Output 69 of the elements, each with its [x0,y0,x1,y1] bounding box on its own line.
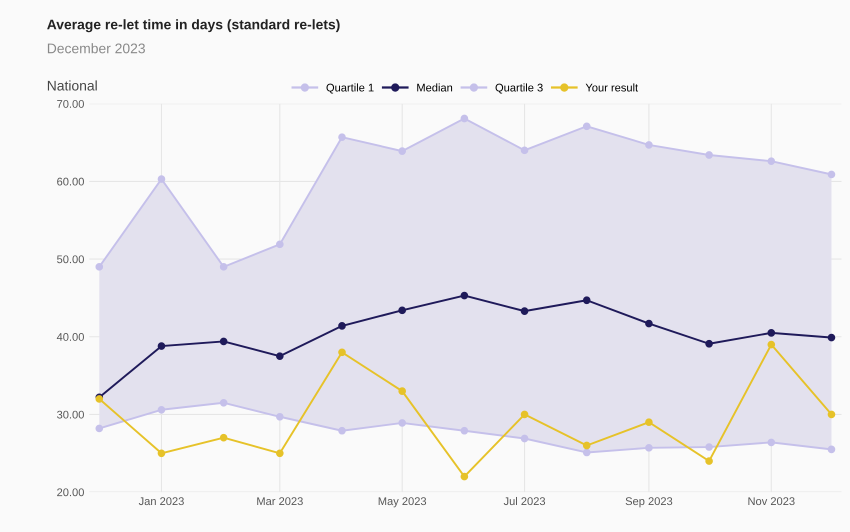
point [460,426,468,435]
x-tick-label: Nov 2023 [748,497,795,506]
point [767,340,776,348]
point [398,387,406,395]
point [158,175,166,183]
chart-title: Average re-let time in days (standard re-lets) [47,19,340,32]
legend-label: Quartile 1 [326,83,374,94]
point [338,133,346,141]
y-tick-label: 40.00 [56,333,84,341]
y-tick-label: 20.00 [57,488,84,496]
point [645,418,653,426]
legend-label: Your result [586,83,638,92]
point [582,122,591,130]
point [645,444,653,452]
point [338,426,346,435]
point [582,296,591,304]
point [705,151,713,159]
point [705,457,713,465]
point [220,434,228,442]
point [158,342,166,350]
point [828,410,836,418]
point [276,240,284,248]
text: National [48,80,97,91]
point [767,438,776,446]
legend-label: Median [417,83,452,92]
point [520,410,528,418]
point [220,338,228,346]
point [520,307,528,315]
point [767,157,776,166]
point [460,292,468,300]
point [95,424,104,432]
point [460,114,468,122]
y-tick-label: 30.00 [57,410,84,419]
point [645,141,653,149]
point [220,263,228,271]
point [645,320,653,328]
point [828,446,836,454]
x-tick-label: May 2023 [378,497,426,508]
point [705,443,713,451]
x-tick-label: Sep 2023 [626,497,672,508]
y-tick-label: 60.00 [57,178,84,186]
x-tick-label: Jul 2023 [504,496,546,506]
point [276,412,284,421]
point [520,434,528,442]
y-tick-label: 70.00 [57,100,84,108]
chart-subtitle: December 2023 [48,43,145,54]
legend-label: Quartile 3 [496,83,543,94]
point [705,340,713,348]
point [338,348,346,356]
point [95,263,104,271]
point [276,352,284,360]
point [158,406,166,414]
point [460,472,468,480]
x-tick-label: Jan 2023 [138,497,184,506]
point [582,448,591,456]
point [767,329,776,337]
point [398,147,406,155]
x-tick-label: Mar 2023 [257,497,303,506]
point [220,398,228,407]
point [276,449,284,458]
point [828,170,836,178]
point [520,146,528,154]
y-tick-label: 50.00 [57,255,84,264]
point [338,322,346,330]
point [398,419,406,427]
point [582,442,591,450]
point [828,334,836,342]
point [158,449,166,458]
point [398,306,406,314]
